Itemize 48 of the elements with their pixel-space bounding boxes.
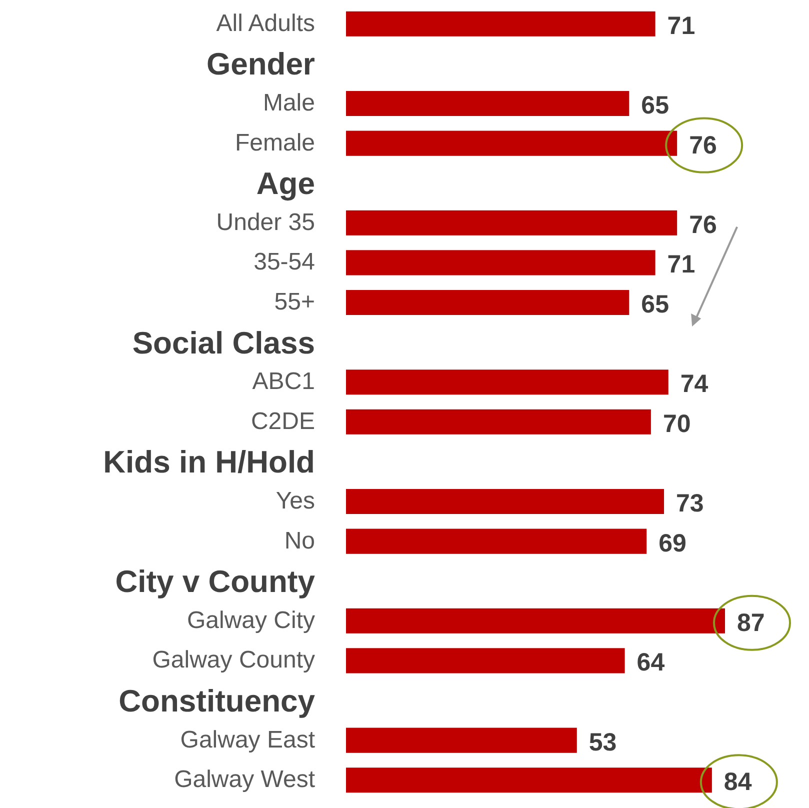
- data-label: 69: [658, 529, 686, 558]
- bar: [346, 210, 678, 236]
- y-tick-label: 55+: [274, 288, 315, 316]
- data-label: 65: [641, 290, 670, 318]
- bar: [346, 648, 625, 674]
- y-tick-label: Constituency: [118, 684, 316, 718]
- data-label: 64: [636, 648, 665, 677]
- data-label: 76: [689, 131, 717, 160]
- y-tick-label: All Adults: [216, 10, 315, 37]
- bar: [346, 608, 725, 634]
- y-tick-label: Age: [256, 166, 315, 202]
- y-tick-label: Galway West: [174, 766, 316, 794]
- y-tick-label: Kids in H/Hold: [103, 444, 315, 480]
- data-label: 71: [667, 12, 696, 40]
- y-tick-label: Under 35: [216, 208, 315, 236]
- bar: [346, 130, 678, 156]
- data-label: 71: [667, 250, 696, 279]
- bar: [346, 370, 668, 395]
- data-label: 73: [676, 490, 704, 518]
- y-tick-label: Galway County: [152, 646, 315, 674]
- data-label: 87: [737, 608, 765, 637]
- y-tick-label: Galway East: [180, 726, 316, 754]
- y-tick-label: Social Class: [132, 325, 315, 360]
- data-label: 74: [680, 370, 708, 398]
- data-label: 84: [724, 768, 752, 796]
- bar: [346, 290, 630, 316]
- bar: [346, 488, 664, 514]
- y-tick-label: ABC1: [252, 368, 315, 396]
- y-tick-label: C2DE: [250, 408, 315, 435]
- y-tick-label: Yes: [276, 488, 315, 514]
- y-tick-label: City v County: [115, 564, 316, 600]
- y-tick-label: Male: [262, 90, 315, 116]
- data-label: 65: [641, 92, 670, 120]
- data-label: 76: [689, 210, 717, 239]
- y-tick-label: Female: [234, 129, 315, 156]
- bar: [346, 768, 712, 793]
- bar: [346, 528, 647, 554]
- bar: [346, 250, 656, 276]
- data-label: 70: [662, 410, 691, 438]
- y-tick-label: Galway City: [186, 606, 315, 634]
- data-label: 53: [588, 728, 617, 756]
- y-tick-label: No: [284, 527, 315, 554]
- bar: [346, 409, 651, 434]
- bar: [346, 728, 577, 753]
- bar: [346, 11, 656, 36]
- bar: [346, 90, 630, 116]
- y-tick-label: 35-54: [254, 248, 315, 276]
- y-tick-label: Gender: [206, 46, 315, 82]
